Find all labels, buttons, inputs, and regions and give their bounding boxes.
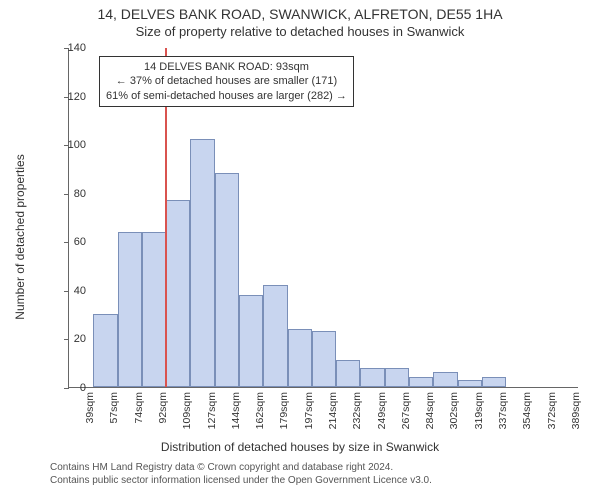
title-line-2: Size of property relative to detached ho… — [0, 24, 600, 39]
histogram-bar — [458, 380, 482, 387]
x-tick-label: 372sqm — [546, 392, 558, 442]
x-tick-label: 92sqm — [157, 392, 169, 442]
x-tick-label: 144sqm — [230, 392, 242, 442]
x-tick-label: 127sqm — [206, 392, 218, 442]
x-tick-label: 214sqm — [327, 392, 339, 442]
x-tick-label: 162sqm — [254, 392, 266, 442]
y-tick-label: 60 — [46, 236, 86, 248]
x-tick-label: 197sqm — [303, 392, 315, 442]
histogram-bar — [118, 232, 142, 387]
y-tick-label: 140 — [46, 42, 86, 54]
x-tick-label: 354sqm — [521, 392, 533, 442]
y-axis-label: Number of detached properties — [13, 67, 27, 407]
histogram-bar — [385, 368, 409, 387]
x-tick-label: 302sqm — [448, 392, 460, 442]
y-tick-label: 0 — [46, 382, 86, 394]
x-tick-label: 57sqm — [108, 392, 120, 442]
x-tick-label: 337sqm — [497, 392, 509, 442]
y-tick-label: 100 — [46, 139, 86, 151]
histogram-bar — [312, 331, 336, 387]
annotation-line-2: ← 37% of detached houses are smaller (17… — [106, 74, 347, 88]
y-tick-label: 40 — [46, 285, 86, 297]
x-tick-label: 109sqm — [181, 392, 193, 442]
histogram-bar — [409, 377, 433, 387]
x-tick-label: 74sqm — [133, 392, 145, 442]
x-tick-label: 267sqm — [400, 392, 412, 442]
histogram-bar — [215, 173, 239, 387]
footer-line-1: Contains HM Land Registry data © Crown c… — [50, 462, 570, 475]
x-axis-label: Distribution of detached houses by size … — [0, 440, 600, 454]
histogram-bar — [190, 139, 214, 387]
histogram-bar — [93, 314, 117, 387]
x-tick-label: 389sqm — [570, 392, 582, 442]
title-line-1: 14, DELVES BANK ROAD, SWANWICK, ALFRETON… — [0, 6, 600, 22]
histogram-bar — [360, 368, 384, 387]
x-tick-label: 39sqm — [84, 392, 96, 442]
chart-container: 14, DELVES BANK ROAD, SWANWICK, ALFRETON… — [0, 0, 600, 500]
x-tick-label: 249sqm — [376, 392, 388, 442]
annotation-box: 14 DELVES BANK ROAD: 93sqm← 37% of detac… — [99, 56, 354, 107]
histogram-bar — [263, 285, 287, 387]
histogram-bar — [166, 200, 190, 387]
footer-line-2: Contains public sector information licen… — [50, 475, 570, 488]
histogram-bar — [336, 360, 360, 387]
histogram-bar — [142, 232, 166, 387]
footer-attribution: Contains HM Land Registry data © Crown c… — [50, 462, 570, 487]
histogram-bar — [288, 329, 312, 387]
y-tick-label: 20 — [46, 333, 86, 345]
x-tick-label: 319sqm — [473, 392, 485, 442]
plot-area: 39sqm57sqm74sqm92sqm109sqm127sqm144sqm16… — [68, 48, 578, 388]
x-tick-label: 232sqm — [351, 392, 363, 442]
histogram-bar — [482, 377, 506, 387]
y-tick-label: 80 — [46, 188, 86, 200]
histogram-bar — [239, 295, 263, 387]
y-tick-label: 120 — [46, 91, 86, 103]
x-tick-label: 179sqm — [278, 392, 290, 442]
annotation-line-3: 61% of semi-detached houses are larger (… — [106, 89, 347, 103]
histogram-bar — [433, 372, 457, 387]
x-tick-label: 284sqm — [424, 392, 436, 442]
annotation-line-1: 14 DELVES BANK ROAD: 93sqm — [106, 60, 347, 74]
